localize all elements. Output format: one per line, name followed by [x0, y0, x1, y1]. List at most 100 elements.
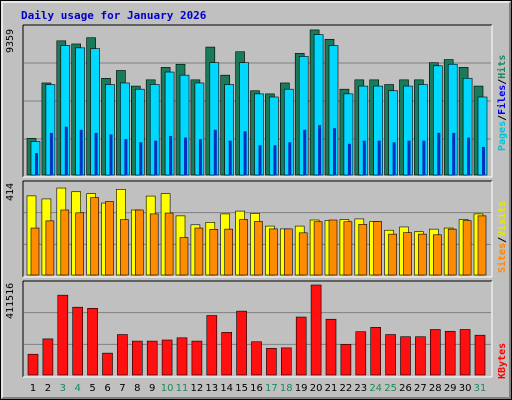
sites-bar-15: [239, 219, 248, 276]
day-label-14: 14: [220, 383, 234, 394]
day-label-6: 6: [104, 383, 111, 394]
sites-bar-28: [432, 234, 442, 276]
pages-bar-21: [333, 128, 336, 175]
day-label-21: 21: [324, 383, 338, 394]
day-label-30: 30: [458, 383, 472, 394]
day-label-4: 4: [74, 383, 81, 394]
kbytes-bar-21: [325, 318, 337, 376]
day-label-8: 8: [134, 383, 141, 394]
sites-bar-20: [313, 221, 323, 276]
kbytes-bar-24: [370, 327, 382, 376]
sites-bar-10: [164, 212, 174, 276]
pages-bar-2: [49, 132, 53, 175]
day-label-5: 5: [89, 383, 96, 394]
sites-bar-29: [447, 228, 457, 276]
kbytes-bar-7: [117, 334, 128, 376]
day-label-18: 18: [279, 383, 293, 394]
day-label-13: 13: [205, 383, 219, 394]
pages-bar-20: [318, 125, 322, 175]
kbytes-bar-5: [87, 307, 98, 376]
pages-bar-31: [482, 146, 485, 175]
sites-bar-8: [135, 209, 144, 276]
sites-bar-31: [477, 215, 487, 276]
kbytes-bar-10: [161, 339, 173, 376]
pages-bar-23: [362, 140, 366, 175]
kbytes-bar-14: [221, 332, 232, 376]
pages-bar-17: [273, 145, 277, 175]
kbytes-bar-28: [429, 329, 441, 376]
day-label-1: 1: [29, 383, 37, 394]
sites-bar-22: [343, 221, 353, 276]
pages-bar-14: [228, 140, 232, 175]
kbytes-bar-27: [415, 336, 426, 376]
pages-bar-28: [437, 132, 441, 175]
kbytes-bar-29: [444, 330, 456, 376]
pages-bar-19: [303, 129, 307, 175]
pages-bar-24: [377, 140, 381, 175]
day-label-16: 16: [250, 383, 263, 394]
pages-bar-6: [109, 134, 113, 175]
kbytes-bar-3: [57, 294, 69, 376]
pages-bar-11: [184, 137, 187, 175]
day-label-3: 3: [59, 383, 66, 394]
day-label-25: 25: [384, 383, 397, 394]
pages-bar-10: [169, 136, 173, 175]
day-label-9: 9: [149, 383, 156, 394]
sites-bar-3: [60, 209, 70, 276]
pages-bar-26: [407, 140, 411, 175]
sites-bar-6: [105, 201, 114, 276]
day-label-7: 7: [119, 383, 126, 394]
sites-bar-5: [90, 197, 99, 276]
pages-bar-8: [139, 142, 143, 175]
sites-bar-27: [418, 233, 427, 276]
day-label-26: 26: [399, 383, 412, 394]
kbytes-bar-17: [266, 348, 277, 376]
kbytes-bar-11: [176, 337, 188, 376]
sites-bar-7: [120, 219, 129, 276]
kbytes-bar-22: [340, 344, 352, 376]
kbytes-bar-2: [42, 338, 54, 376]
pages-bar-22: [347, 143, 351, 175]
kbytes-bar-8: [132, 340, 143, 376]
pages-bar-13: [213, 129, 217, 175]
pages-bar-1: [35, 153, 38, 175]
kbytes-bar-6: [102, 352, 113, 376]
pages-bar-29: [452, 132, 456, 175]
kbytes-bar-23: [355, 331, 367, 376]
sites-bar-18: [283, 228, 293, 276]
day-label-12: 12: [190, 383, 204, 394]
kbytes-bar-30: [459, 329, 471, 376]
kbytes-bar-15: [236, 310, 247, 376]
kbytes-bar-1: [27, 353, 39, 376]
day-label-29: 29: [443, 383, 457, 394]
sites-bar-14: [224, 228, 233, 276]
sites-bar-17: [269, 228, 278, 276]
sites-bar-30: [462, 220, 472, 276]
pages-bar-30: [467, 137, 471, 175]
pages-bar-27: [422, 140, 426, 175]
sites-bar-13: [209, 229, 219, 276]
sites-bar-23: [358, 224, 368, 276]
kbytes-bar-12: [191, 340, 203, 376]
chart-title: Daily usage for January 2026: [21, 9, 207, 22]
kbytes-bar-25: [385, 334, 396, 376]
pages-bar-12: [198, 139, 202, 175]
pages-bar-16: [258, 145, 262, 175]
day-label-22: 22: [339, 383, 353, 394]
kbytes-bar-16: [251, 341, 262, 376]
pages-bar-9: [154, 140, 158, 175]
pages-bar-5: [94, 132, 98, 175]
sites-bar-1: [30, 227, 40, 276]
day-label-11: 11: [175, 383, 189, 394]
sites-bar-16: [254, 221, 263, 276]
kbytes-bar-13: [206, 315, 218, 376]
sites-bar-25: [388, 233, 397, 276]
day-label-28: 28: [428, 383, 442, 394]
sites-bar-24: [373, 221, 383, 276]
pages-bar-3: [64, 126, 68, 175]
pages-bar-25: [392, 142, 396, 175]
day-label-20: 20: [309, 383, 323, 394]
day-label-19: 19: [294, 383, 308, 394]
kbytes-bar-26: [400, 336, 411, 376]
